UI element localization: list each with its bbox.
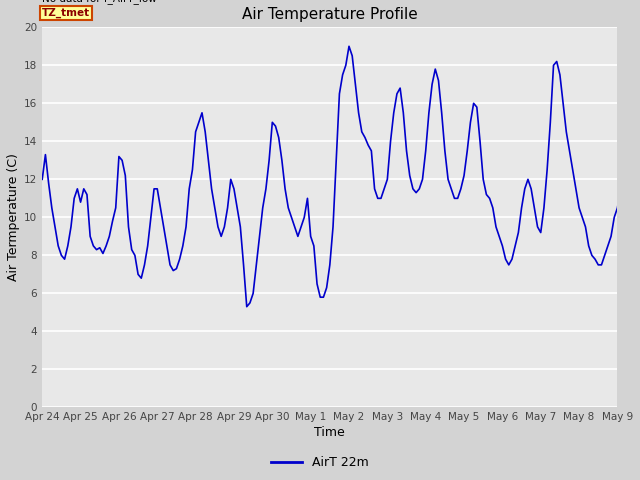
Legend: AirT 22m: AirT 22m	[266, 451, 374, 474]
X-axis label: Time: Time	[314, 426, 345, 440]
Title: Air Temperature Profile: Air Temperature Profile	[242, 7, 418, 22]
Text: TZ_tmet: TZ_tmet	[42, 8, 90, 18]
Y-axis label: Air Termperature (C): Air Termperature (C)	[7, 154, 20, 281]
Text: No data for f_AirT_low: No data for f_AirT_low	[42, 0, 157, 4]
